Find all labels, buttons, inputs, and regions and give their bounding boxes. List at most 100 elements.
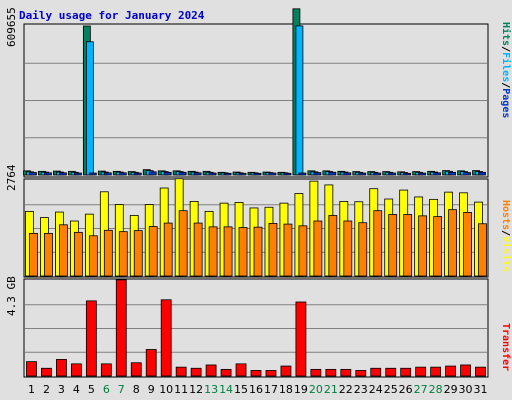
bar-pages-day-12 [193,172,202,176]
panel-frame [23,178,489,278]
series-transfer [26,279,486,377]
y-max-label: 4.3 GB [5,276,18,316]
bar-hosts-day-15 [238,227,248,277]
bar-hosts-day-5 [88,235,98,277]
legend-part: / [500,46,511,52]
bar-hosts-day-23 [358,222,368,277]
bar-pages-day-7 [118,172,127,176]
bar-pages-day-24 [373,172,382,176]
x-tick-label: 21 [324,383,338,396]
bar-hosts-day-18 [283,223,293,277]
bar-pages-day-19 [298,172,307,176]
bar-transfer-day-16 [250,370,262,377]
bar-pages-day-3 [59,172,67,176]
bar-hosts-day-13 [208,226,218,277]
bar-pages-day-4 [73,172,82,176]
bar-hosts-day-22 [343,220,353,277]
bar-transfer-day-19 [295,301,307,377]
bar-hosts-day-8 [133,230,143,277]
x-tick-label: 14 [219,383,233,396]
bar-pages-day-29 [448,171,456,176]
bar-pages-day-15 [238,172,247,176]
bar-hosts-day-1 [29,232,38,277]
y-max-label: 609655 [5,7,18,47]
legend-part: Transfer [500,323,511,371]
bar-transfer-day-26 [400,367,412,377]
bar-hosts-day-9 [148,226,158,277]
x-tick-label: 19 [294,383,308,396]
legend-part: Hits [500,22,512,46]
bar-pages-day-11 [178,171,187,176]
bar-pages-day-16 [253,172,262,176]
bar-pages-day-5 [88,172,97,176]
panel-frame [23,278,489,378]
x-tick-label: 25 [384,383,398,396]
bar-files-day-5 [85,41,94,176]
y-max-label: 2764 [5,164,18,191]
bar-hosts-day-14 [223,226,233,277]
bar-transfer-day-21 [325,368,337,377]
x-tick-label: 23 [354,383,368,396]
bar-hosts-day-6 [103,229,113,277]
x-tick-label: 8 [133,383,140,396]
panel-frame [23,23,489,178]
bar-hosts-day-29 [448,209,457,277]
bar-transfer-day-17 [265,370,277,377]
x-tick-label: 9 [148,383,155,396]
x-tick-label: 22 [339,383,353,396]
bar-pages-day-28 [433,172,442,176]
x-tick-label: 30 [459,383,473,396]
bar-pages-day-30 [463,172,471,176]
bar-hosts-day-19 [298,225,308,277]
bar-pages-day-8 [133,172,142,176]
panel-transfer: 4.3 GB Transfer [5,276,511,378]
bar-transfer-day-20 [310,368,322,377]
bar-transfer-day-30 [460,364,471,377]
bar-pages-day-1 [29,172,37,176]
x-tick-label: 26 [399,383,413,396]
series-legend-label: Hosts/Visits [500,200,512,272]
bar-transfer-day-2 [41,367,52,377]
bar-hosts-day-24 [373,210,383,277]
bar-pages-day-9 [148,171,157,176]
x-tick-label: 20 [309,383,323,396]
x-tick-label: 16 [249,383,263,396]
bar-pages-day-2 [44,172,52,176]
series-legend-label: Transfer [500,323,511,371]
chart-panels: 609655 Hits/Files/Pages2764Hosts/Visits4.… [5,7,512,378]
bar-transfer-day-14 [220,368,232,377]
bar-hosts-day-26 [403,214,413,277]
bar-transfer-day-15 [235,363,247,377]
series-hosts [29,209,487,277]
bar-hosts-day-12 [193,222,203,277]
bar-transfer-day-18 [280,365,292,377]
legend-part: Pages [500,88,511,118]
bar-transfer-day-23 [355,370,367,377]
bar-pages-day-23 [358,172,367,176]
bar-hosts-day-20 [313,220,323,277]
bar-transfer-day-27 [415,366,427,377]
bar-hosts-day-10 [163,222,173,277]
panel-visits-hosts: 2764 Hosts/Visits [5,164,512,278]
panel-hits-files-pages: 609655 Hits/Files/Pages [5,7,512,178]
bar-transfer-day-8 [130,362,142,377]
bar-hosts-day-7 [118,231,128,277]
x-tick-label: 3 [58,383,65,396]
bar-hosts-day-21 [328,215,338,277]
x-tick-label: 29 [444,383,458,396]
bar-hosts-day-31 [478,223,487,277]
x-tick-label: 6 [103,383,110,396]
legend-part: Files [500,52,512,82]
bar-transfer-day-6 [100,363,112,377]
x-tick-label: 10 [159,383,173,396]
bar-transfer-day-25 [385,367,397,377]
x-tick-label: 18 [279,383,293,396]
bar-transfer-day-12 [190,367,202,377]
x-tick-label: 24 [369,383,383,396]
bar-pages-day-27 [418,172,427,176]
bar-transfer-day-11 [175,366,187,377]
x-tick-label: 17 [264,383,278,396]
bar-pages-day-26 [403,172,412,176]
bar-hosts-day-2 [44,232,53,277]
